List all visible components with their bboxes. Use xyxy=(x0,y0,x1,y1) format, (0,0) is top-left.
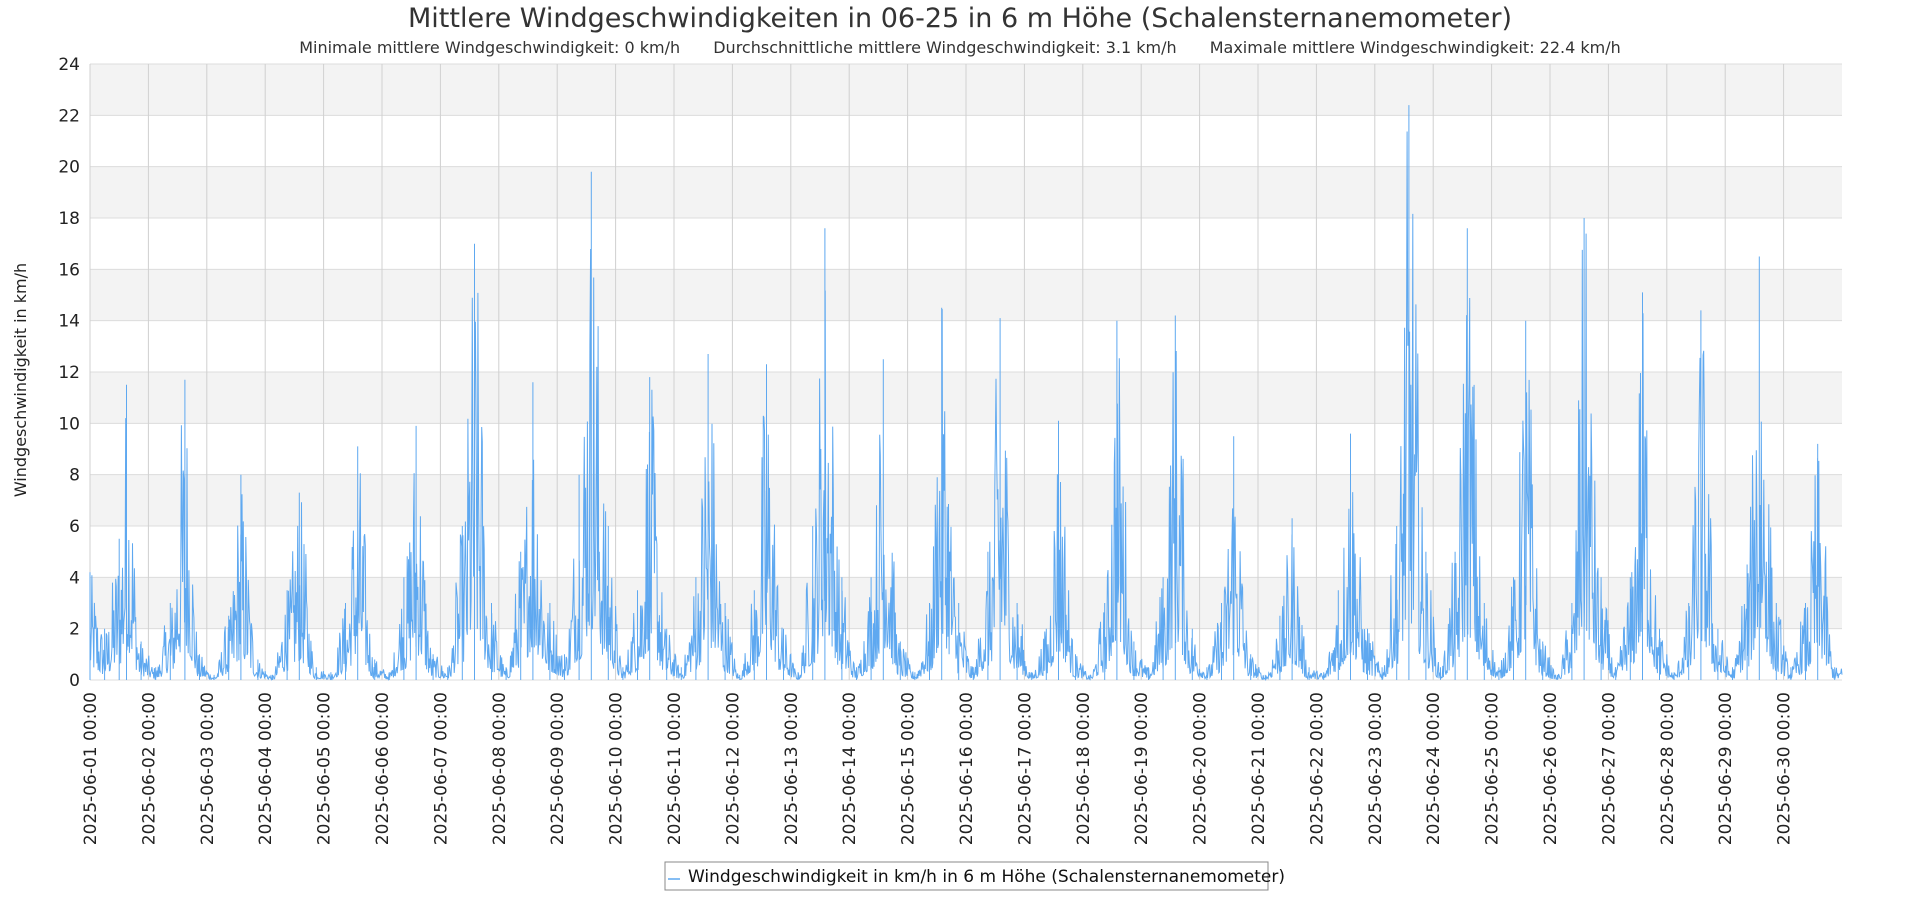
subtitle-min: Minimale mittlere Windgeschwindigkeit: 0… xyxy=(299,38,680,57)
x-tick-label: 2025-06-25 00:00 xyxy=(1483,692,1503,845)
x-tick-label: 2025-06-18 00:00 xyxy=(1074,692,1094,845)
x-tick-label: 2025-06-21 00:00 xyxy=(1249,692,1269,845)
legend-label: Windgeschwindigkeit in km/h in 6 m Höhe … xyxy=(688,867,1285,887)
y-tick-label: 10 xyxy=(58,414,80,434)
y-tick-label: 6 xyxy=(69,517,80,537)
y-tick-label: 0 xyxy=(69,671,80,691)
y-tick-label: 2 xyxy=(69,620,80,640)
subtitle-avg: Durchschnittliche mittlere Windgeschwind… xyxy=(713,38,1176,57)
x-tick-label: 2025-06-22 00:00 xyxy=(1307,692,1327,845)
series-line xyxy=(89,105,1843,682)
y-tick-label: 24 xyxy=(58,55,80,75)
x-tick-label: 2025-06-14 00:00 xyxy=(840,692,860,845)
y-tick-label: 8 xyxy=(69,466,80,486)
x-tick-label: 2025-06-05 00:00 xyxy=(315,692,335,845)
y-tick-label: 18 xyxy=(58,209,80,229)
x-tick-label: 2025-06-06 00:00 xyxy=(373,692,393,845)
x-tick-label: 2025-06-28 00:00 xyxy=(1658,692,1678,845)
x-tick-label: 2025-06-30 00:00 xyxy=(1775,692,1795,845)
y-tick-label: 22 xyxy=(58,106,80,126)
x-tick-label: 2025-06-12 00:00 xyxy=(723,692,743,845)
x-tick-label: 2025-06-01 00:00 xyxy=(81,692,101,845)
x-tick-label: 2025-06-07 00:00 xyxy=(431,692,451,845)
x-tick-label: 2025-06-09 00:00 xyxy=(548,692,568,845)
legend: Windgeschwindigkeit in km/h in 6 m Höhe … xyxy=(664,861,1285,891)
x-tick-label: 2025-06-10 00:00 xyxy=(607,692,627,845)
y-axis-label: Windgeschwindigkeit in km/h xyxy=(11,263,30,497)
x-tick-label: 2025-06-04 00:00 xyxy=(256,692,276,845)
x-tick-label: 2025-06-13 00:00 xyxy=(782,692,802,845)
y-tick-label: 4 xyxy=(69,568,80,588)
series-wind-speed xyxy=(89,105,1843,682)
x-tick-label: 2025-06-24 00:00 xyxy=(1424,692,1444,845)
grid-lines xyxy=(89,63,1842,681)
y-tick-label: 20 xyxy=(58,158,80,178)
x-tick-label: 2025-06-16 00:00 xyxy=(957,692,977,845)
y-tick-label: 16 xyxy=(58,260,80,280)
x-tick-label: 2025-06-20 00:00 xyxy=(1191,692,1211,845)
x-tick-label: 2025-06-11 00:00 xyxy=(665,692,685,845)
chart-title: Mittlere Windgeschwindigkeiten in 06-25 … xyxy=(408,3,1512,34)
x-tick-label: 2025-06-26 00:00 xyxy=(1541,692,1561,845)
y-tick-label: 12 xyxy=(58,363,80,383)
x-tick-label: 2025-06-15 00:00 xyxy=(899,692,919,845)
x-tick-label: 2025-06-29 00:00 xyxy=(1716,692,1736,845)
x-tick-label: 2025-06-03 00:00 xyxy=(198,692,218,845)
x-axis-ticks: 2025-06-01 00:00 2025-06-02 00:00 2025-06-… xyxy=(81,692,1795,845)
x-tick-label: 2025-06-23 00:00 xyxy=(1366,692,1386,845)
x-tick-label: 2025-06-08 00:00 xyxy=(490,692,510,845)
x-tick-label: 2025-06-02 00:00 xyxy=(139,692,159,845)
legend-box xyxy=(664,861,1269,891)
x-tick-label: 2025-06-19 00:00 xyxy=(1132,692,1152,845)
x-tick-label: 2025-06-17 00:00 xyxy=(1015,692,1035,845)
chart-subtitle: Minimale mittlere Windgeschwindigkeit: 0… xyxy=(299,38,1621,57)
subtitle-max: Maximale mittlere Windgeschwindigkeit: 2… xyxy=(1210,38,1621,57)
x-tick-label: 2025-06-27 00:00 xyxy=(1599,692,1619,845)
y-tick-label: 14 xyxy=(58,312,80,332)
